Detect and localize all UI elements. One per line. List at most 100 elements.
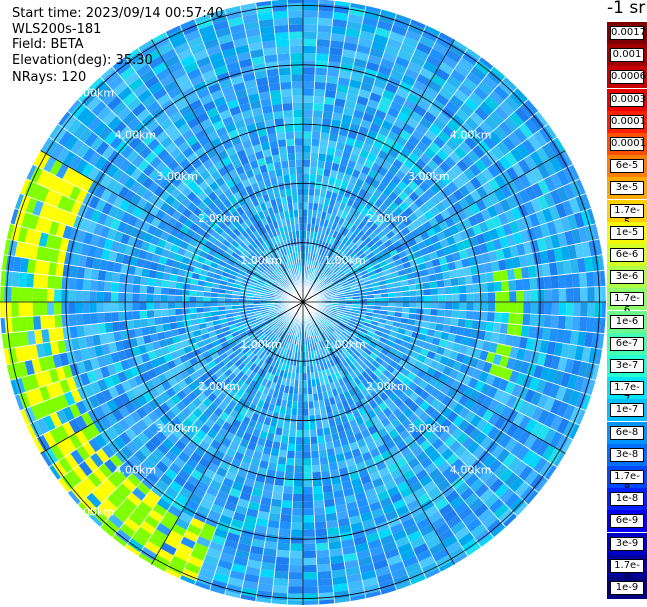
range-gate-cell xyxy=(484,262,493,274)
range-gate-cell xyxy=(401,285,410,292)
range-gate-cell xyxy=(119,523,136,538)
range-gate-cell xyxy=(470,523,487,538)
range-gate-cell xyxy=(445,302,453,310)
range-gate-cell xyxy=(117,503,133,518)
range-gate-cell xyxy=(215,565,232,577)
range-gate-cell xyxy=(303,373,308,381)
range-gate-cell xyxy=(154,430,168,443)
range-gate-cell xyxy=(293,472,303,480)
range-gate-cell xyxy=(167,432,180,445)
range-gate-cell xyxy=(68,277,77,291)
range-gate-cell xyxy=(123,368,134,381)
range-gate-cell xyxy=(483,95,500,111)
range-gate-cell xyxy=(319,139,329,148)
range-gate-cell xyxy=(335,232,343,241)
range-gate-cell xyxy=(317,153,327,162)
range-gate-cell xyxy=(245,471,257,481)
range-gate-cell xyxy=(426,328,436,337)
range-gate-cell xyxy=(401,74,417,87)
range-gate-cell xyxy=(330,309,338,313)
range-gate-cell xyxy=(285,326,291,334)
range-gate-cell xyxy=(259,569,275,578)
range-gate-cell xyxy=(512,359,523,373)
range-gate-cell xyxy=(103,291,112,302)
range-gate-cell xyxy=(53,302,62,315)
range-gate-cell xyxy=(422,282,431,290)
range-gate-cell xyxy=(415,434,427,446)
range-gate-cell xyxy=(360,570,377,581)
range-gate-cell xyxy=(323,398,331,407)
range-gate-cell xyxy=(112,408,124,423)
range-gate-cell xyxy=(374,267,383,274)
range-gate-cell xyxy=(560,245,571,261)
range-gate-cell xyxy=(255,597,272,604)
range-gate-cell xyxy=(400,317,409,325)
range-gate-cell xyxy=(359,30,375,41)
range-gate-cell xyxy=(269,418,278,428)
range-gate-cell xyxy=(347,508,361,518)
range-gate-cell xyxy=(363,348,373,356)
range-gate-cell xyxy=(369,273,378,280)
range-gate-cell xyxy=(501,280,510,292)
range-gate-cell xyxy=(144,515,160,529)
range-gate-cell xyxy=(331,332,339,339)
range-gate-cell xyxy=(415,313,424,321)
range-gate-cell xyxy=(403,451,416,464)
range-gate-cell xyxy=(303,152,311,160)
range-gate-cell xyxy=(249,333,257,340)
range-gate-cell xyxy=(433,265,443,274)
range-gate-cell xyxy=(392,378,403,388)
range-gate-cell xyxy=(342,487,355,497)
range-gate-cell xyxy=(279,521,292,530)
range-gate-cell xyxy=(175,288,183,296)
range-gate-cell xyxy=(508,279,517,292)
range-gate-cell xyxy=(478,221,489,234)
range-gate-cell xyxy=(314,269,320,277)
range-gate-cell xyxy=(57,393,69,410)
range-gate-cell xyxy=(338,252,346,260)
range-gate-cell xyxy=(311,210,318,218)
range-gate-cell xyxy=(352,109,365,120)
range-gate-cell xyxy=(303,557,317,566)
range-gate-cell xyxy=(485,440,499,455)
range-gate-cell xyxy=(411,445,424,458)
range-gate-cell xyxy=(439,355,450,366)
range-gate-cell xyxy=(442,81,458,95)
range-gate-cell xyxy=(361,244,370,253)
range-gate-cell xyxy=(562,200,574,217)
range-gate-cell xyxy=(416,73,432,87)
range-gate-cell xyxy=(576,178,586,195)
range-gate-cell xyxy=(328,244,335,253)
range-gate-cell xyxy=(497,333,507,345)
range-gate-cell xyxy=(252,373,261,383)
range-gate-cell xyxy=(261,378,269,387)
range-gate-cell xyxy=(80,497,97,514)
range-gate-cell xyxy=(470,189,482,203)
range-gate-cell xyxy=(411,128,425,141)
range-gate-cell xyxy=(168,462,182,475)
range-gate-cell xyxy=(338,70,352,80)
range-gate-cell xyxy=(242,319,250,325)
range-gate-cell xyxy=(539,250,549,265)
range-gate-cell xyxy=(311,457,321,466)
range-gate-cell xyxy=(329,40,345,49)
range-gate-cell xyxy=(445,49,462,64)
range-gate-cell xyxy=(510,441,524,457)
range-gate-cell xyxy=(321,311,329,317)
range-gate-cell xyxy=(287,586,303,594)
range-gate-cell xyxy=(288,436,296,445)
range-gate-cell xyxy=(341,219,350,228)
range-gate-cell xyxy=(509,244,519,258)
range-gate-cell xyxy=(454,526,471,541)
range-gate-cell xyxy=(303,429,311,438)
range-gate-cell xyxy=(137,501,153,515)
range-gate-cell xyxy=(568,197,581,214)
range-gate-cell xyxy=(267,340,274,349)
range-gate-cell xyxy=(361,75,376,86)
range-gate-cell xyxy=(485,373,496,386)
range-gate-cell xyxy=(456,268,465,278)
range-gate-cell xyxy=(92,467,108,483)
range-gate-cell xyxy=(262,346,270,354)
range-gate-cell xyxy=(142,427,155,441)
range-gate-cell xyxy=(397,542,413,555)
